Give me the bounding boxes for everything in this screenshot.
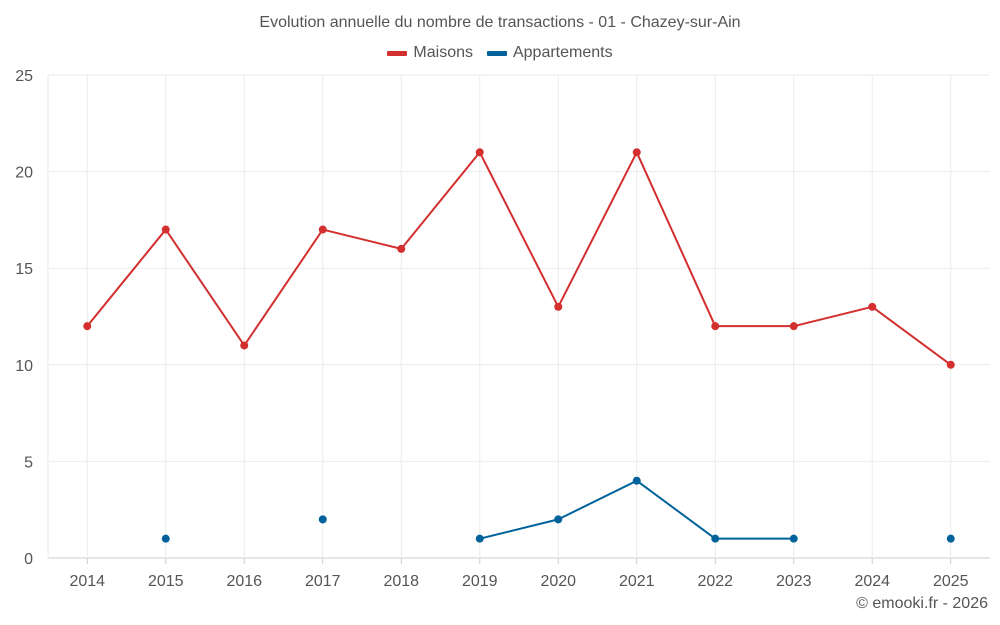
data-point-appartements-2022 bbox=[711, 534, 720, 543]
data-point-maisons-2020 bbox=[554, 302, 563, 311]
series-line-maisons-2024-2025 bbox=[871, 305, 952, 366]
data-point-maisons-2019 bbox=[475, 148, 484, 157]
x-tick-label-2023: 2023 bbox=[776, 573, 812, 590]
legend-swatch-appartements bbox=[486, 50, 507, 56]
data-point-maisons-2015 bbox=[161, 225, 170, 234]
legend-item-appartements[interactable]: Appartements bbox=[486, 44, 613, 62]
series-line-appartements-2020-2021 bbox=[557, 479, 638, 521]
series-line-maisons-2019-2020 bbox=[478, 151, 560, 308]
data-point-appartements-2023 bbox=[789, 534, 798, 543]
series-line-appartements-2021-2022 bbox=[635, 479, 717, 540]
x-tick-label-2022: 2022 bbox=[697, 573, 733, 590]
x-tick-label-2020: 2020 bbox=[540, 573, 576, 590]
y-tick-label-25: 25 bbox=[15, 68, 33, 85]
series-line-maisons-2020-2021 bbox=[557, 151, 638, 308]
chart-legend: Maisons Appartements bbox=[0, 44, 1000, 62]
x-tick-label-2014: 2014 bbox=[69, 573, 105, 590]
legend-label-appartements: Appartements bbox=[512, 44, 613, 61]
series-line-maisons-2018-2019 bbox=[400, 151, 481, 250]
data-point-appartements-2021 bbox=[632, 476, 641, 485]
data-point-maisons-2017 bbox=[318, 225, 327, 234]
series-line-maisons-2017-2018 bbox=[321, 228, 403, 250]
series-line-maisons-2021-2022 bbox=[635, 151, 717, 328]
data-point-maisons-2021 bbox=[632, 148, 641, 157]
y-tick-label-10: 10 bbox=[15, 358, 33, 375]
data-point-maisons-2022 bbox=[711, 322, 720, 331]
x-tick-label-2015: 2015 bbox=[148, 573, 184, 590]
credit-text: © emooki.fr - 2026 bbox=[856, 595, 988, 612]
x-tick-label-2017: 2017 bbox=[305, 573, 341, 590]
chart-title: Evolution annuelle du nombre de transact… bbox=[259, 14, 741, 31]
x-tick-label-2019: 2019 bbox=[462, 573, 498, 590]
y-tick-label-20: 20 bbox=[15, 165, 33, 182]
x-tick-label-2025: 2025 bbox=[933, 573, 969, 590]
y-tick-label-5: 5 bbox=[24, 454, 33, 471]
data-point-appartements-2020 bbox=[554, 515, 563, 524]
y-tick-label-0: 0 bbox=[24, 551, 33, 568]
x-tick-label-2018: 2018 bbox=[383, 573, 419, 590]
data-point-maisons-2025 bbox=[946, 360, 955, 369]
series-line-appartements-2019-2020 bbox=[478, 518, 560, 540]
series-line-maisons-2016-2017 bbox=[243, 228, 324, 347]
data-point-maisons-2016 bbox=[240, 341, 249, 350]
x-tick-label-2016: 2016 bbox=[226, 573, 262, 590]
legend-label-maisons: Maisons bbox=[413, 44, 473, 61]
series-line-maisons-2015-2016 bbox=[164, 228, 246, 347]
y-tick-label-15: 15 bbox=[15, 261, 33, 278]
data-point-maisons-2023 bbox=[789, 322, 798, 331]
series-line-maisons-2023-2024 bbox=[792, 305, 874, 328]
data-point-appartements-2019 bbox=[475, 534, 484, 543]
data-point-appartements-2017 bbox=[318, 515, 327, 524]
legend-item-maisons[interactable]: Maisons bbox=[387, 44, 473, 62]
data-point-maisons-2018 bbox=[397, 244, 406, 253]
x-tick-label-2021: 2021 bbox=[619, 573, 655, 590]
legend-swatch-maisons bbox=[387, 50, 408, 56]
data-point-maisons-2014 bbox=[83, 322, 92, 331]
series-line-maisons-2014-2015 bbox=[86, 228, 167, 328]
data-point-maisons-2024 bbox=[868, 302, 877, 311]
x-tick-label-2024: 2024 bbox=[854, 573, 890, 590]
data-point-appartements-2015 bbox=[161, 534, 170, 543]
data-point-appartements-2025 bbox=[946, 534, 955, 543]
